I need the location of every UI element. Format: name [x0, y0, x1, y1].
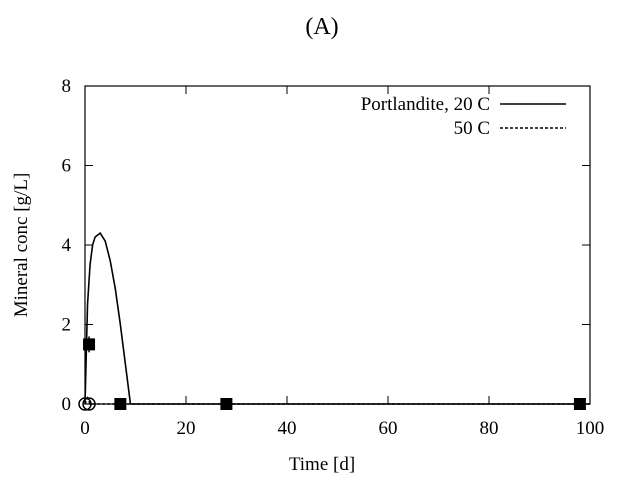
y-tick-label: 6 — [62, 156, 72, 177]
legend-label: 50 C — [454, 118, 490, 139]
x-tick-label: 100 — [576, 418, 605, 439]
chart-title: (A) — [305, 14, 338, 40]
plot-frame — [84, 85, 591, 405]
x-tick-label: 0 — [80, 418, 90, 439]
y-axis-label: Mineral conc [g/L] — [11, 173, 32, 318]
x-tick-label: 20 — [177, 418, 196, 439]
x-tick-label: 60 — [379, 418, 398, 439]
x-axis-label: Time [d] — [289, 454, 355, 475]
y-tick-label: 4 — [62, 235, 72, 256]
legend-label: Portlandite, 20 C — [361, 94, 490, 115]
point — [114, 398, 127, 410]
x-tick-label: 40 — [278, 418, 297, 439]
point — [82, 397, 96, 411]
point — [78, 397, 92, 411]
series-line — [84, 395, 590, 405]
x-tick-label: 80 — [480, 418, 499, 439]
y-tick-label: 0 — [62, 394, 72, 415]
series-line — [84, 231, 590, 405]
point — [83, 338, 96, 351]
point — [573, 398, 586, 410]
point — [220, 398, 233, 410]
y-tick-label: 2 — [62, 315, 72, 336]
y-tick-label: 8 — [62, 76, 72, 97]
